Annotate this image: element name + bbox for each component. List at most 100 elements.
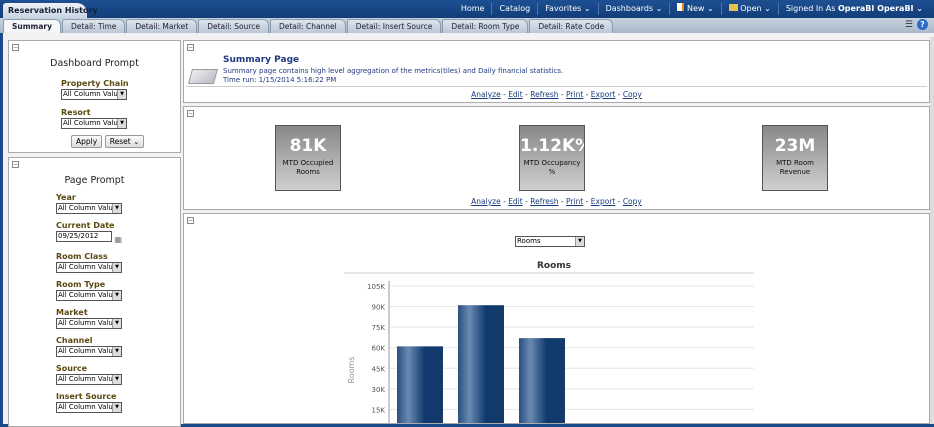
- chart-title: Rooms: [537, 261, 571, 271]
- collapse-icon[interactable]: −: [187, 217, 194, 224]
- y-axis-label: Rooms: [347, 357, 356, 384]
- page-prompt-title: Page Prompt: [64, 175, 125, 186]
- nav-home[interactable]: Home: [460, 4, 485, 13]
- dashboard-prompt-panel: − Dashboard Prompt Property Chain All Co…: [8, 40, 181, 153]
- user-menu[interactable]: OperaBI OperaBI ⌄: [837, 4, 923, 13]
- page-options-icon[interactable]: ☰: [904, 19, 913, 30]
- field-label: Insert Source: [56, 392, 117, 401]
- field-label: Room Class: [56, 252, 108, 261]
- global-nav: Home Catalog Favorites ⌄ Dashboards ⌄ Ne…: [454, 3, 930, 15]
- new-icon: [677, 3, 685, 11]
- resort-select[interactable]: All Column Value ▼: [61, 118, 127, 129]
- tab-channel[interactable]: Detail: Channel: [269, 19, 346, 33]
- summary-title: Summary Page: [223, 55, 300, 65]
- link-export[interactable]: Export: [590, 197, 616, 206]
- chevron-down-icon: ▼: [117, 119, 126, 128]
- page-prompt-select[interactable]: All Column Value ▼: [56, 318, 122, 329]
- help-icon[interactable]: ?: [917, 19, 928, 30]
- signed-in: Signed In As OperaBI OperaBI ⌄: [777, 3, 930, 15]
- link-analyze[interactable]: Analyze: [471, 197, 501, 206]
- page-prompt-select[interactable]: All Column Value ▼: [56, 346, 122, 357]
- collapse-icon[interactable]: −: [187, 110, 194, 117]
- link-separator: -: [615, 90, 623, 99]
- summary-description: Summary page contains high level aggrega…: [223, 67, 564, 75]
- chart-metric-select[interactable]: Rooms ▼: [515, 236, 585, 247]
- link-copy[interactable]: Copy: [622, 90, 642, 99]
- link-edit[interactable]: Edit: [508, 197, 523, 206]
- tile-occupancy[interactable]: 1.12K%MTD Occupancy %: [519, 125, 585, 191]
- apply-button[interactable]: Apply: [71, 135, 103, 148]
- link-separator: -: [522, 90, 531, 99]
- link-analyze[interactable]: Analyze: [471, 90, 501, 99]
- link-refresh[interactable]: Refresh: [530, 197, 559, 206]
- tab-summary[interactable]: Summary: [3, 19, 62, 33]
- chevron-down-icon: ▼: [112, 347, 121, 356]
- nav-open[interactable]: Open ⌄: [720, 3, 778, 15]
- tile-room-revenue[interactable]: 23M MTD Room Revenue: [762, 125, 828, 191]
- field-label: Source: [56, 364, 88, 373]
- dashboard-content: − Dashboard Prompt Property Chain All Co…: [3, 33, 934, 427]
- y-tick-label: 30K: [372, 386, 386, 394]
- page-prompt-select[interactable]: All Column Value ▼: [56, 290, 122, 301]
- app-title-tab[interactable]: Reservation History: [3, 3, 98, 18]
- page-prompt-select[interactable]: All Column Value ▼: [56, 262, 122, 273]
- nav-catalog[interactable]: Catalog: [491, 3, 537, 15]
- tab-market[interactable]: Detail: Market: [126, 19, 198, 33]
- reset-button[interactable]: Reset ⌄: [104, 135, 145, 148]
- report-links: Analyze - Edit - Refresh - Print - Expor…: [184, 197, 929, 206]
- link-edit[interactable]: Edit: [508, 90, 523, 99]
- link-separator: -: [615, 197, 623, 206]
- summary-panel: − Summary Page Summary page contains hig…: [183, 40, 930, 103]
- link-refresh[interactable]: Refresh: [530, 90, 559, 99]
- link-print[interactable]: Print: [566, 90, 584, 99]
- scrollbar[interactable]: [930, 37, 934, 424]
- page-prompt-select[interactable]: 09/25/2012: [56, 231, 112, 242]
- tab-insert-source[interactable]: Detail: Insert Source: [346, 19, 442, 33]
- link-separator: -: [500, 90, 509, 99]
- page-prompt-panel: − Page Prompt Year All Column Value ▼ Curre…: [8, 157, 181, 427]
- page-options: ☰ ?: [905, 19, 928, 30]
- tab-source[interactable]: Detail: Source: [198, 19, 269, 33]
- link-print[interactable]: Print: [566, 197, 584, 206]
- rooms-bar-chart: Rooms 15K 30K 45K 60K 75K 90K 105K Rooms: [344, 261, 754, 423]
- collapse-icon[interactable]: −: [187, 44, 194, 51]
- chevron-down-icon: ▼: [117, 90, 126, 99]
- y-tick-label: 90K: [372, 304, 386, 312]
- link-copy[interactable]: Copy: [622, 197, 642, 206]
- link-export[interactable]: Export: [590, 90, 616, 99]
- page-tabs: Summary Detail: Time Detail: Market Deta…: [0, 18, 934, 33]
- calendar-icon[interactable]: ▦: [112, 235, 123, 244]
- tab-time[interactable]: Detail: Time: [62, 19, 126, 33]
- link-separator: -: [583, 197, 591, 206]
- chevron-down-icon: ▼: [112, 263, 121, 272]
- field-label: Room Type: [56, 280, 106, 289]
- page-prompt-select[interactable]: All Column Value ▼: [56, 374, 122, 385]
- link-separator: -: [558, 197, 567, 206]
- collapse-icon[interactable]: −: [12, 161, 19, 168]
- page-prompt-select[interactable]: All Column Value ▼: [56, 203, 122, 214]
- report-icon: [187, 69, 219, 84]
- nav-dashboards[interactable]: Dashboards ⌄: [597, 3, 670, 15]
- chart-panel: − Rooms ▼ Rooms 15K 30K 45K 60K 75K 90K 105K Room…: [183, 213, 930, 424]
- tile-occupied-rooms[interactable]: 81K MTD Occupied Rooms: [275, 125, 341, 191]
- bar: [519, 338, 565, 423]
- chevron-down-icon: ▼: [112, 319, 121, 328]
- property-chain-select[interactable]: All Column Value ▼: [61, 89, 127, 100]
- collapse-icon[interactable]: −: [12, 44, 19, 51]
- report-links: Analyze - Edit - Refresh - Print - Expor…: [184, 90, 929, 99]
- bar: [458, 305, 504, 423]
- nav-favorites[interactable]: Favorites ⌄: [537, 3, 597, 15]
- page-prompt-select[interactable]: All Column Values) ▼: [56, 402, 122, 413]
- link-separator: -: [522, 197, 531, 206]
- chevron-down-icon: ▼: [112, 375, 121, 384]
- chevron-down-icon: ▼: [112, 204, 121, 213]
- dashboard-prompt-title: Dashboard Prompt: [50, 58, 139, 69]
- nav-new[interactable]: New ⌄: [669, 3, 720, 15]
- y-tick-label: 15K: [372, 406, 386, 414]
- tab-rate-code[interactable]: Detail: Rate Code: [529, 19, 614, 33]
- link-separator: -: [500, 197, 509, 206]
- link-separator: -: [558, 90, 567, 99]
- tab-room-type[interactable]: Detail: Room Type: [442, 19, 529, 33]
- field-label: Year: [56, 193, 76, 202]
